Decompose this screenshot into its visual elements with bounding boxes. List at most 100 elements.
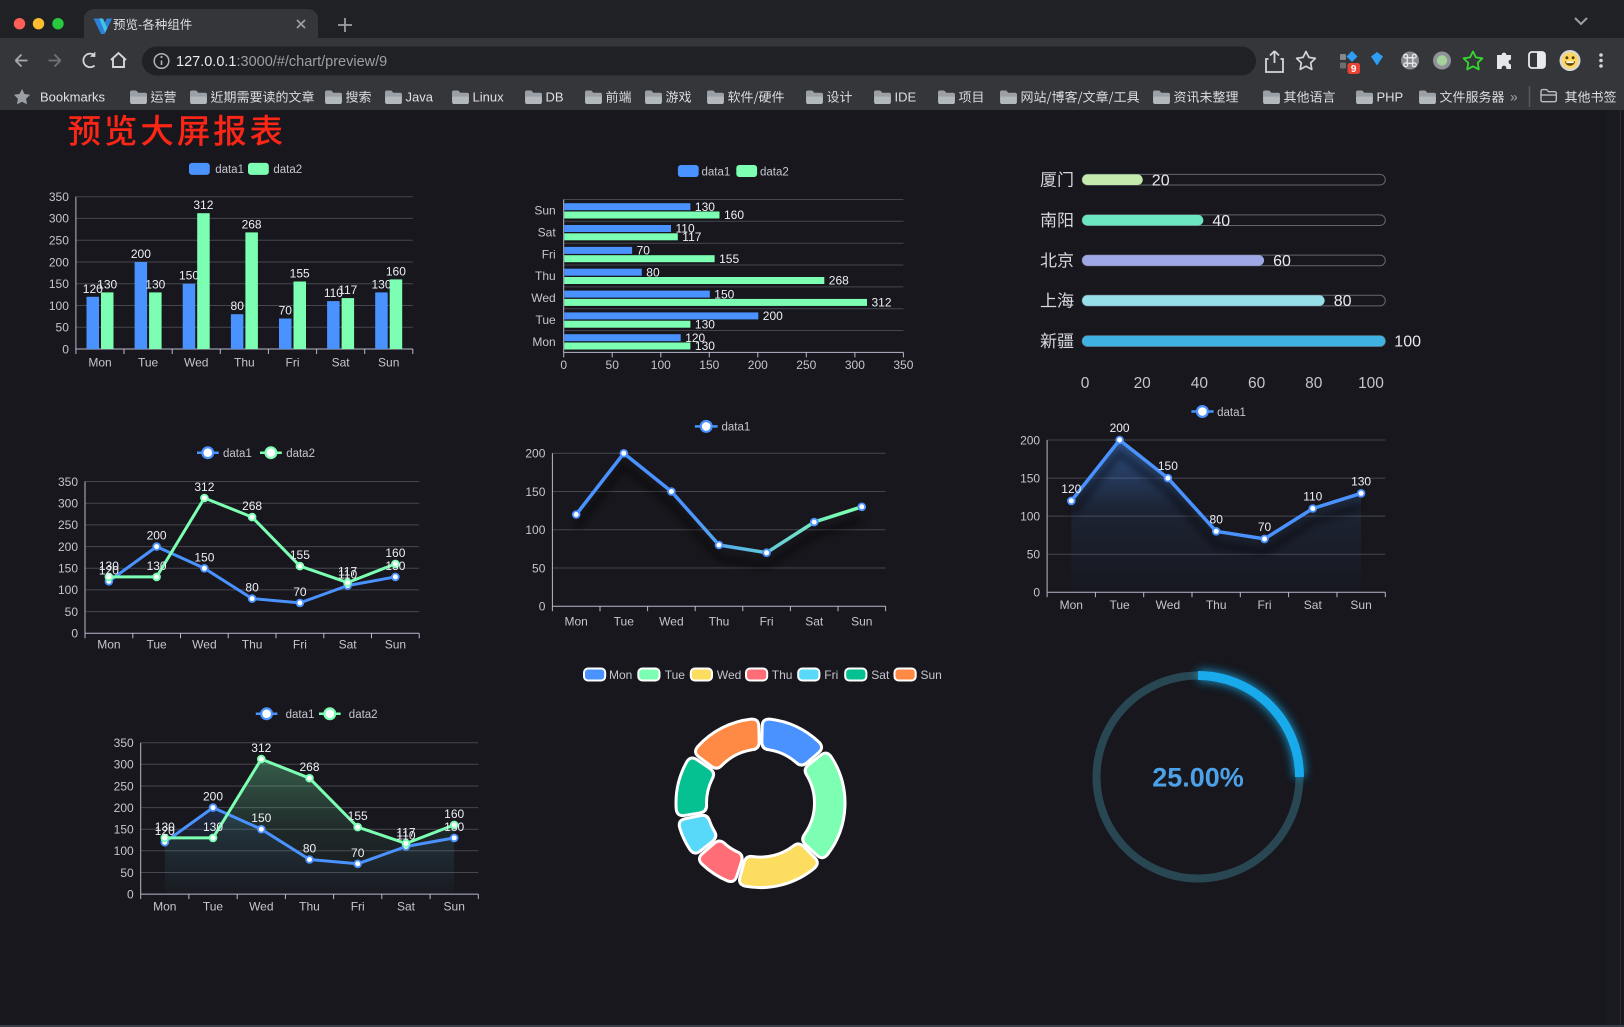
- svg-text:Fri: Fri: [824, 668, 838, 682]
- svg-text:IDE: IDE: [895, 90, 917, 105]
- svg-text:Fri: Fri: [286, 356, 300, 370]
- svg-text:120: 120: [685, 331, 705, 345]
- svg-text:0: 0: [1033, 586, 1040, 600]
- svg-text:160: 160: [444, 807, 464, 821]
- svg-text:160: 160: [385, 546, 405, 560]
- svg-text:200: 200: [147, 529, 167, 543]
- svg-text:Sun: Sun: [851, 615, 872, 629]
- svg-text:300: 300: [58, 497, 78, 511]
- svg-text:300: 300: [114, 758, 134, 772]
- svg-text:130: 130: [97, 277, 117, 291]
- svg-text:Linux: Linux: [473, 90, 505, 105]
- svg-text:250: 250: [114, 779, 134, 793]
- svg-text:Sat: Sat: [538, 226, 557, 240]
- svg-text:Bookmarks: Bookmarks: [40, 90, 106, 105]
- svg-text:Wed: Wed: [249, 899, 273, 913]
- svg-text:200: 200: [748, 358, 768, 372]
- svg-text:100: 100: [58, 583, 78, 597]
- svg-text:50: 50: [532, 561, 546, 575]
- svg-text:80: 80: [1210, 512, 1224, 526]
- svg-text:0: 0: [71, 627, 78, 641]
- svg-text:120: 120: [83, 282, 103, 296]
- svg-text:Wed: Wed: [717, 668, 741, 682]
- svg-text:130: 130: [1351, 474, 1371, 488]
- svg-text:110: 110: [396, 829, 415, 843]
- svg-text:»: »: [1510, 89, 1518, 105]
- svg-text:110: 110: [324, 286, 343, 300]
- svg-text:150: 150: [179, 269, 199, 283]
- svg-text:DB: DB: [546, 90, 564, 105]
- svg-text:150: 150: [1020, 471, 1040, 485]
- svg-text:110: 110: [676, 222, 695, 236]
- svg-text:200: 200: [131, 247, 151, 261]
- svg-text:Thu: Thu: [299, 899, 320, 913]
- svg-text:200: 200: [58, 540, 78, 554]
- svg-text:25.00%: 25.00%: [1152, 763, 1244, 793]
- svg-text:70: 70: [637, 244, 651, 258]
- svg-text:300: 300: [845, 358, 865, 372]
- svg-text:100: 100: [1020, 509, 1040, 523]
- svg-text:Sat: Sat: [332, 356, 351, 370]
- svg-text:Sun: Sun: [1350, 598, 1371, 612]
- svg-text:data2: data2: [349, 709, 378, 721]
- svg-text:70: 70: [279, 304, 293, 318]
- svg-text:9: 9: [1351, 64, 1357, 75]
- svg-text:80: 80: [231, 299, 245, 313]
- svg-text:200: 200: [1020, 433, 1040, 447]
- svg-text:130: 130: [203, 820, 223, 834]
- svg-text:150: 150: [58, 562, 78, 576]
- svg-text:60: 60: [1273, 253, 1291, 270]
- svg-text:155: 155: [348, 809, 368, 823]
- svg-text:150: 150: [49, 277, 69, 291]
- svg-text:200: 200: [203, 790, 223, 804]
- svg-text:130: 130: [385, 559, 405, 573]
- svg-text:50: 50: [1027, 548, 1041, 562]
- svg-text:Sun: Sun: [444, 899, 465, 913]
- svg-text:Thu: Thu: [709, 615, 730, 629]
- svg-text:268: 268: [242, 499, 262, 513]
- svg-text:70: 70: [293, 585, 307, 599]
- svg-text:Thu: Thu: [1206, 598, 1227, 612]
- svg-text:80: 80: [646, 265, 660, 279]
- svg-text:Thu: Thu: [234, 356, 255, 370]
- svg-text:Sun: Sun: [385, 638, 406, 652]
- svg-text:40: 40: [1212, 213, 1230, 230]
- svg-text:350: 350: [58, 475, 78, 489]
- svg-text:Sun: Sun: [921, 668, 942, 682]
- svg-text:130: 130: [695, 200, 715, 214]
- svg-text:0: 0: [62, 342, 69, 356]
- svg-text:130: 130: [99, 559, 119, 573]
- svg-text:155: 155: [290, 548, 310, 562]
- svg-text:100: 100: [1358, 375, 1384, 392]
- svg-text:120: 120: [155, 824, 175, 838]
- svg-text:200: 200: [1110, 421, 1130, 435]
- svg-text:50: 50: [56, 321, 70, 335]
- svg-text:80: 80: [245, 581, 259, 595]
- svg-text:150: 150: [1158, 459, 1178, 473]
- svg-text:200: 200: [49, 255, 69, 269]
- svg-text:120: 120: [1061, 482, 1081, 496]
- svg-text:100: 100: [114, 844, 134, 858]
- svg-text:150: 150: [525, 485, 545, 499]
- svg-text:Mon: Mon: [153, 899, 176, 913]
- svg-text:Thu: Thu: [242, 638, 263, 652]
- svg-text:117: 117: [396, 826, 415, 840]
- svg-text:150: 150: [194, 550, 214, 564]
- svg-text:150: 150: [251, 811, 271, 825]
- svg-text:Wed: Wed: [531, 291, 555, 305]
- svg-text:100: 100: [525, 523, 545, 537]
- svg-text:Sat: Sat: [805, 615, 824, 629]
- svg-text:Mon: Mon: [1060, 598, 1083, 612]
- svg-text:Fri: Fri: [351, 899, 365, 913]
- svg-text:Fri: Fri: [1258, 598, 1272, 612]
- svg-text:268: 268: [829, 274, 849, 288]
- svg-text:Fri: Fri: [760, 615, 774, 629]
- svg-text:130: 130: [444, 820, 464, 834]
- svg-text:110: 110: [1303, 490, 1322, 504]
- svg-text:Tue: Tue: [1109, 598, 1130, 612]
- svg-text:Sat: Sat: [871, 668, 890, 682]
- svg-text:120: 120: [99, 563, 119, 577]
- svg-text:20: 20: [1134, 375, 1152, 392]
- svg-text:0: 0: [560, 358, 567, 372]
- svg-text:Mon: Mon: [88, 356, 111, 370]
